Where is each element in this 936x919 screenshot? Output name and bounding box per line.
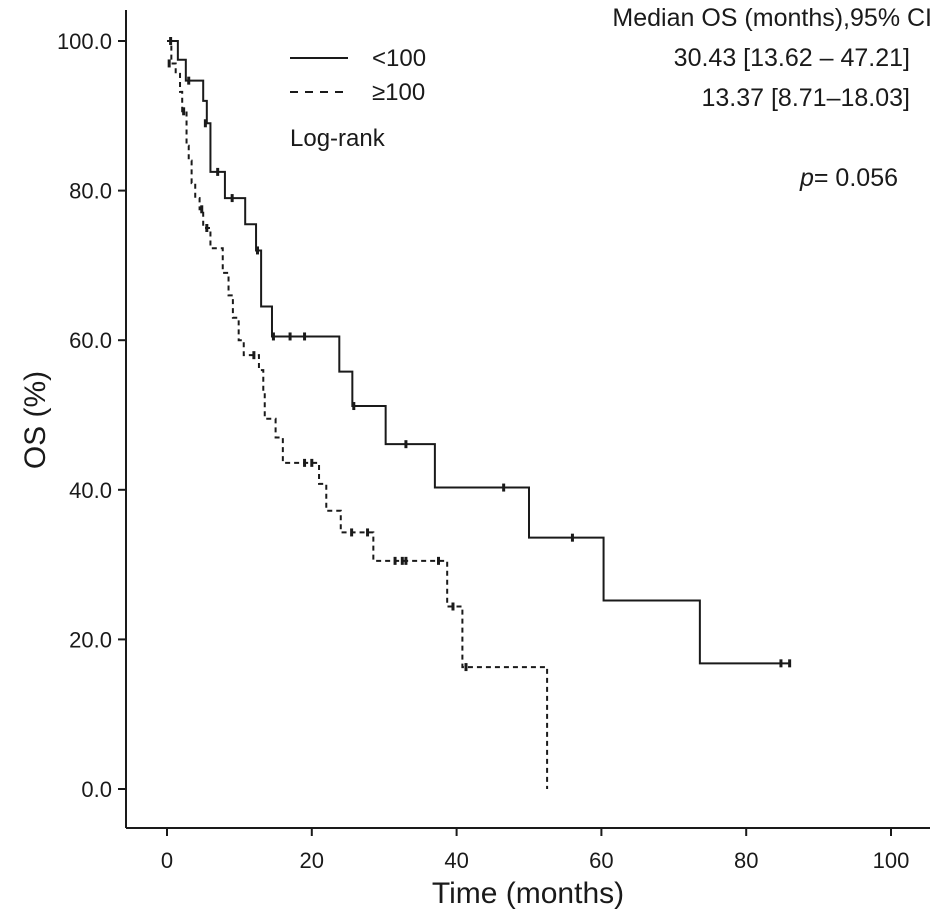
y-tick-label: 0.0 <box>81 777 112 802</box>
x-tick-label: 0 <box>161 848 173 873</box>
y-tick-label: 20.0 <box>69 627 112 652</box>
x-tick-label: 80 <box>734 848 758 873</box>
y-tick-label: 40.0 <box>69 478 112 503</box>
legend-label-2: ≥100 <box>372 79 425 106</box>
x-axis-title: Time (months) <box>432 877 624 910</box>
legend-label-1: <100 <box>372 45 426 72</box>
y-tick-label: 100.0 <box>57 29 112 54</box>
x-tick-label: 40 <box>444 848 468 873</box>
series-2-curve <box>167 40 549 789</box>
x-tick-label: 100 <box>873 848 910 873</box>
x-tick-label: 20 <box>300 848 324 873</box>
y-axis-title: OS (%) <box>19 371 52 469</box>
series-1-median-ci: 30.43 [13.62 – 47.21] <box>674 44 910 72</box>
series-2-median-ci: 13.37 [8.71–18.03] <box>701 84 910 112</box>
p-value-symbol: p <box>799 164 814 192</box>
p-value-text: = 0.056 <box>814 164 898 192</box>
legend-note: Log-rank <box>290 125 386 152</box>
series-1-curve <box>167 40 790 665</box>
legend: <100 ≥100 Log-rank <box>290 45 426 152</box>
stats-header: Median OS (months),95% CI <box>612 4 932 32</box>
x-tick-label: 60 <box>589 848 613 873</box>
p-value: p= 0.056 <box>799 164 898 192</box>
y-tick-label: 80.0 <box>69 179 112 204</box>
y-tick-label: 60.0 <box>69 328 112 353</box>
